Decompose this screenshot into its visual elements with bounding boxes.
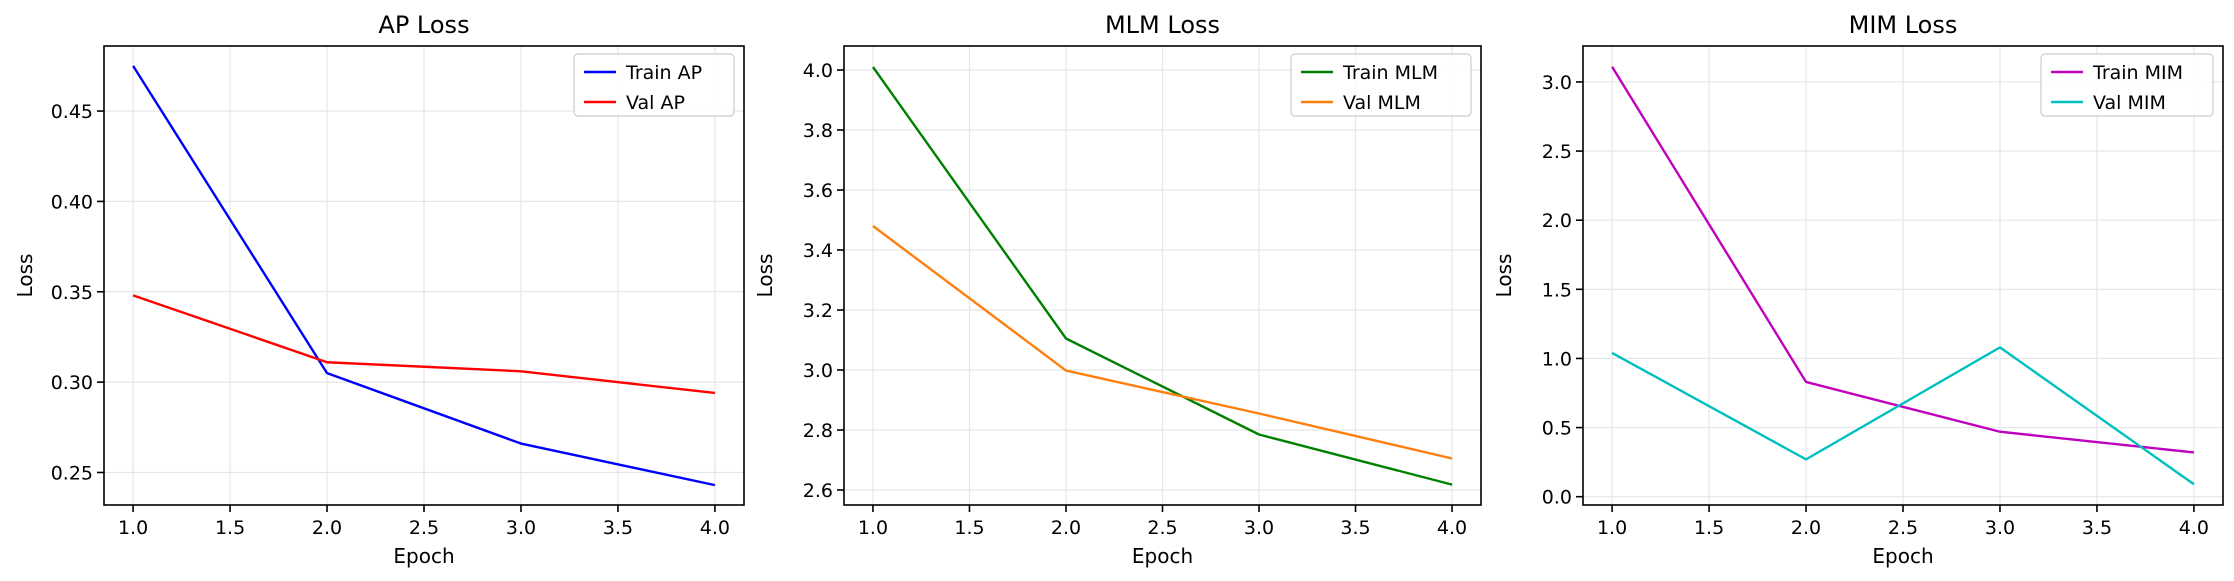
grid <box>1583 46 2223 505</box>
legend-label: Train MLM <box>1342 62 1438 84</box>
y-tick-label: 0.0 <box>1542 487 1572 509</box>
legend: Train MLM Val MLM <box>1290 53 1472 117</box>
y-tick-label: 0.5 <box>1542 418 1572 440</box>
series-line-train-mim <box>1611 66 2195 454</box>
x-axis-label: Epoch <box>1872 544 1933 568</box>
x-tick-label: 2.5 <box>1888 517 1918 539</box>
legend: Train MIM Val MIM <box>2040 53 2214 117</box>
legend-label: Train AP <box>625 62 702 84</box>
series-line-val-mlm <box>872 225 1453 460</box>
legend-label: Train MIM <box>2092 62 2183 84</box>
y-tick-label: 3.2 <box>803 300 833 322</box>
x-tick-label: 1.0 <box>858 517 888 539</box>
x-tick-label: 4.0 <box>700 517 730 539</box>
y-tick-label: 3.8 <box>803 120 833 142</box>
x-tick-label: 3.5 <box>1340 517 1370 539</box>
legend-label: Val AP <box>626 92 685 114</box>
y-tick-label: 0.40 <box>51 191 93 213</box>
series-line-train-mlm <box>871 66 1453 486</box>
grid <box>104 46 744 505</box>
x-axis-label: Epoch <box>393 544 454 568</box>
chart-title: MLM Loss <box>1105 11 1220 39</box>
y-axis-label: Loss <box>13 254 37 298</box>
mlm-loss-chart: 1.0 1.5 2.0 2.5 3.0 3.5 4.0 2.6 2.8 3.0 3.2 3.4 3.6 3… <box>753 11 1482 568</box>
x-tick-label: 3.5 <box>2082 517 2112 539</box>
x-tick-label: 2.0 <box>1051 517 1081 539</box>
y-tick-label: 0.30 <box>51 372 93 394</box>
series-line-val-ap <box>132 294 716 395</box>
x-tick-label: 3.0 <box>506 517 536 539</box>
x-tick-label: 2.5 <box>409 517 439 539</box>
x-tick-label: 1.5 <box>954 517 984 539</box>
x-tick-label: 1.5 <box>215 517 245 539</box>
x-tick-label: 1.5 <box>1694 517 1724 539</box>
y-tick-label: 3.0 <box>1542 72 1572 94</box>
y-tick-label: 1.0 <box>1542 348 1572 370</box>
legend: Train AP Val AP <box>573 53 735 117</box>
y-tick-label: 3.0 <box>803 360 833 382</box>
y-tick-label: 2.0 <box>1542 210 1572 232</box>
legend-box <box>2040 53 2214 117</box>
x-tick-label: 3.0 <box>1985 517 2015 539</box>
x-tick-label: 2.5 <box>1147 517 1177 539</box>
chart-title: AP Loss <box>378 11 469 39</box>
y-tick-label: 1.5 <box>1542 279 1572 301</box>
x-axis-label: Epoch <box>1132 544 1193 568</box>
legend-label: Val MLM <box>1343 92 1421 114</box>
legend-label: Val MIM <box>2093 92 2166 114</box>
series-line-train-ap <box>132 65 716 487</box>
x-tick-label: 2.0 <box>312 517 342 539</box>
x-tick-label: 3.0 <box>1244 517 1274 539</box>
y-axis-label: Loss <box>753 254 777 298</box>
x-tick-label: 4.0 <box>2179 517 2209 539</box>
chart-title: MIM Loss <box>1849 11 1958 39</box>
x-tick-label: 1.0 <box>118 517 148 539</box>
x-tick-label: 2.0 <box>1791 517 1821 539</box>
grid <box>844 46 1481 505</box>
y-tick-label: 0.45 <box>51 101 93 123</box>
mim-loss-chart: 1.0 1.5 2.0 2.5 3.0 3.5 4.0 0.0 0.5 1.0 1.5 2.0 2.5 3… <box>1492 11 2224 568</box>
x-tick-label: 3.5 <box>603 517 633 539</box>
y-tick-label: 0.35 <box>51 282 93 304</box>
legend-box <box>573 53 735 117</box>
y-tick-label: 3.6 <box>803 180 833 202</box>
x-tick-label: 4.0 <box>1437 517 1467 539</box>
y-tick-label: 0.25 <box>51 462 93 484</box>
series-line-val-mim <box>1611 346 2195 486</box>
y-tick-label: 4.0 <box>803 60 833 82</box>
ap-loss-chart: 1.0 1.5 2.0 2.5 3.0 3.5 4.0 0.25 0.30 0.35 0.40 0.4… <box>13 11 745 568</box>
x-tick-label: 1.0 <box>1597 517 1627 539</box>
y-axis-label: Loss <box>1492 254 1516 298</box>
y-tick-label: 3.4 <box>803 240 833 262</box>
y-tick-label: 2.5 <box>1542 141 1572 163</box>
y-tick-label: 2.6 <box>803 480 833 502</box>
legend-box <box>1290 53 1472 117</box>
y-tick-label: 2.8 <box>803 420 833 442</box>
